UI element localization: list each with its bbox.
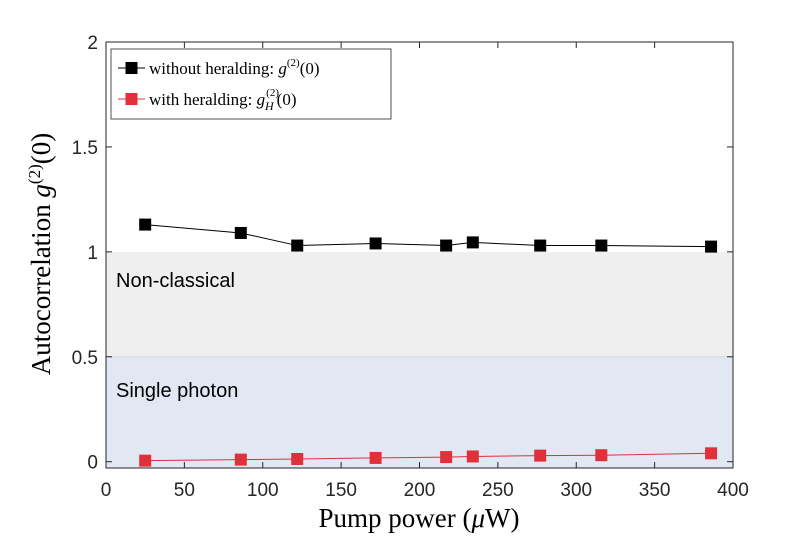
x-tick-label-250: 250 [482,480,514,501]
point-without-heralding-6 [534,239,547,252]
ticks-layer: 0 50 100 150 200 250 300 350 400 0 0.5 1 1.5 2 [72,33,749,501]
point-with-heralding-4 [440,451,453,464]
x-tick-label-0: 0 [101,480,112,501]
region-non-classical [106,251,733,357]
x-tick-label-400: 400 [717,480,749,501]
legend-label-without-heralding: without heralding: g(2)(0) [149,57,320,78]
series-layer [139,218,718,467]
y-tick-label-2: 2 [87,33,98,54]
point-without-heralding-8 [705,240,718,253]
region-label-single-photon: Single photon [116,380,238,402]
series-line-without-heralding [145,224,712,248]
point-without-heralding-1 [234,226,247,239]
point-with-heralding-8 [705,447,718,460]
y-tick-label-1: 1 [87,243,98,264]
legend-marker-without-heralding [125,62,138,74]
point-without-heralding-7 [595,239,608,252]
plot-frame [105,41,734,469]
x-tick-label-200: 200 [404,480,436,501]
x-tick-label-50: 50 [174,480,195,501]
legend-marker-with-heralding [125,93,138,105]
y-tick-label-0.5: 0.5 [72,348,98,369]
point-with-heralding-2 [291,452,304,465]
x-tick-label-300: 300 [560,480,592,501]
point-without-heralding-2 [291,239,304,252]
point-without-heralding-5 [466,236,479,249]
region-single-photon [106,356,733,468]
point-with-heralding-5 [466,450,479,463]
point-without-heralding-0 [139,218,152,231]
point-with-heralding-6 [534,449,547,462]
y-tick-label-1.5: 1.5 [72,138,98,159]
legend-label-with-heralding: with heralding: g(2) H (0) [149,87,296,113]
x-tick-label-100: 100 [247,480,279,501]
point-with-heralding-0 [139,454,152,467]
point-with-heralding-7 [595,449,608,462]
legend-box [110,48,392,120]
regions-layer [106,251,733,468]
y-tick-label-0: 0 [87,453,98,474]
y-axis-label: Autocorrelation g(2)(0) [25,133,56,376]
legend: without heralding: g(2)(0) with heraldin… [110,48,392,120]
x-axis-label: Pump power (μW) [318,503,519,533]
region-labels: Non-classical Single photon [116,270,238,402]
point-with-heralding-3 [369,451,382,464]
point-without-heralding-4 [440,239,453,252]
x-tick-label-150: 150 [325,480,357,501]
region-label-non-classical: Non-classical [116,270,235,292]
point-with-heralding-1 [234,453,247,466]
x-tick-label-350: 350 [639,480,671,501]
point-without-heralding-3 [369,237,382,250]
